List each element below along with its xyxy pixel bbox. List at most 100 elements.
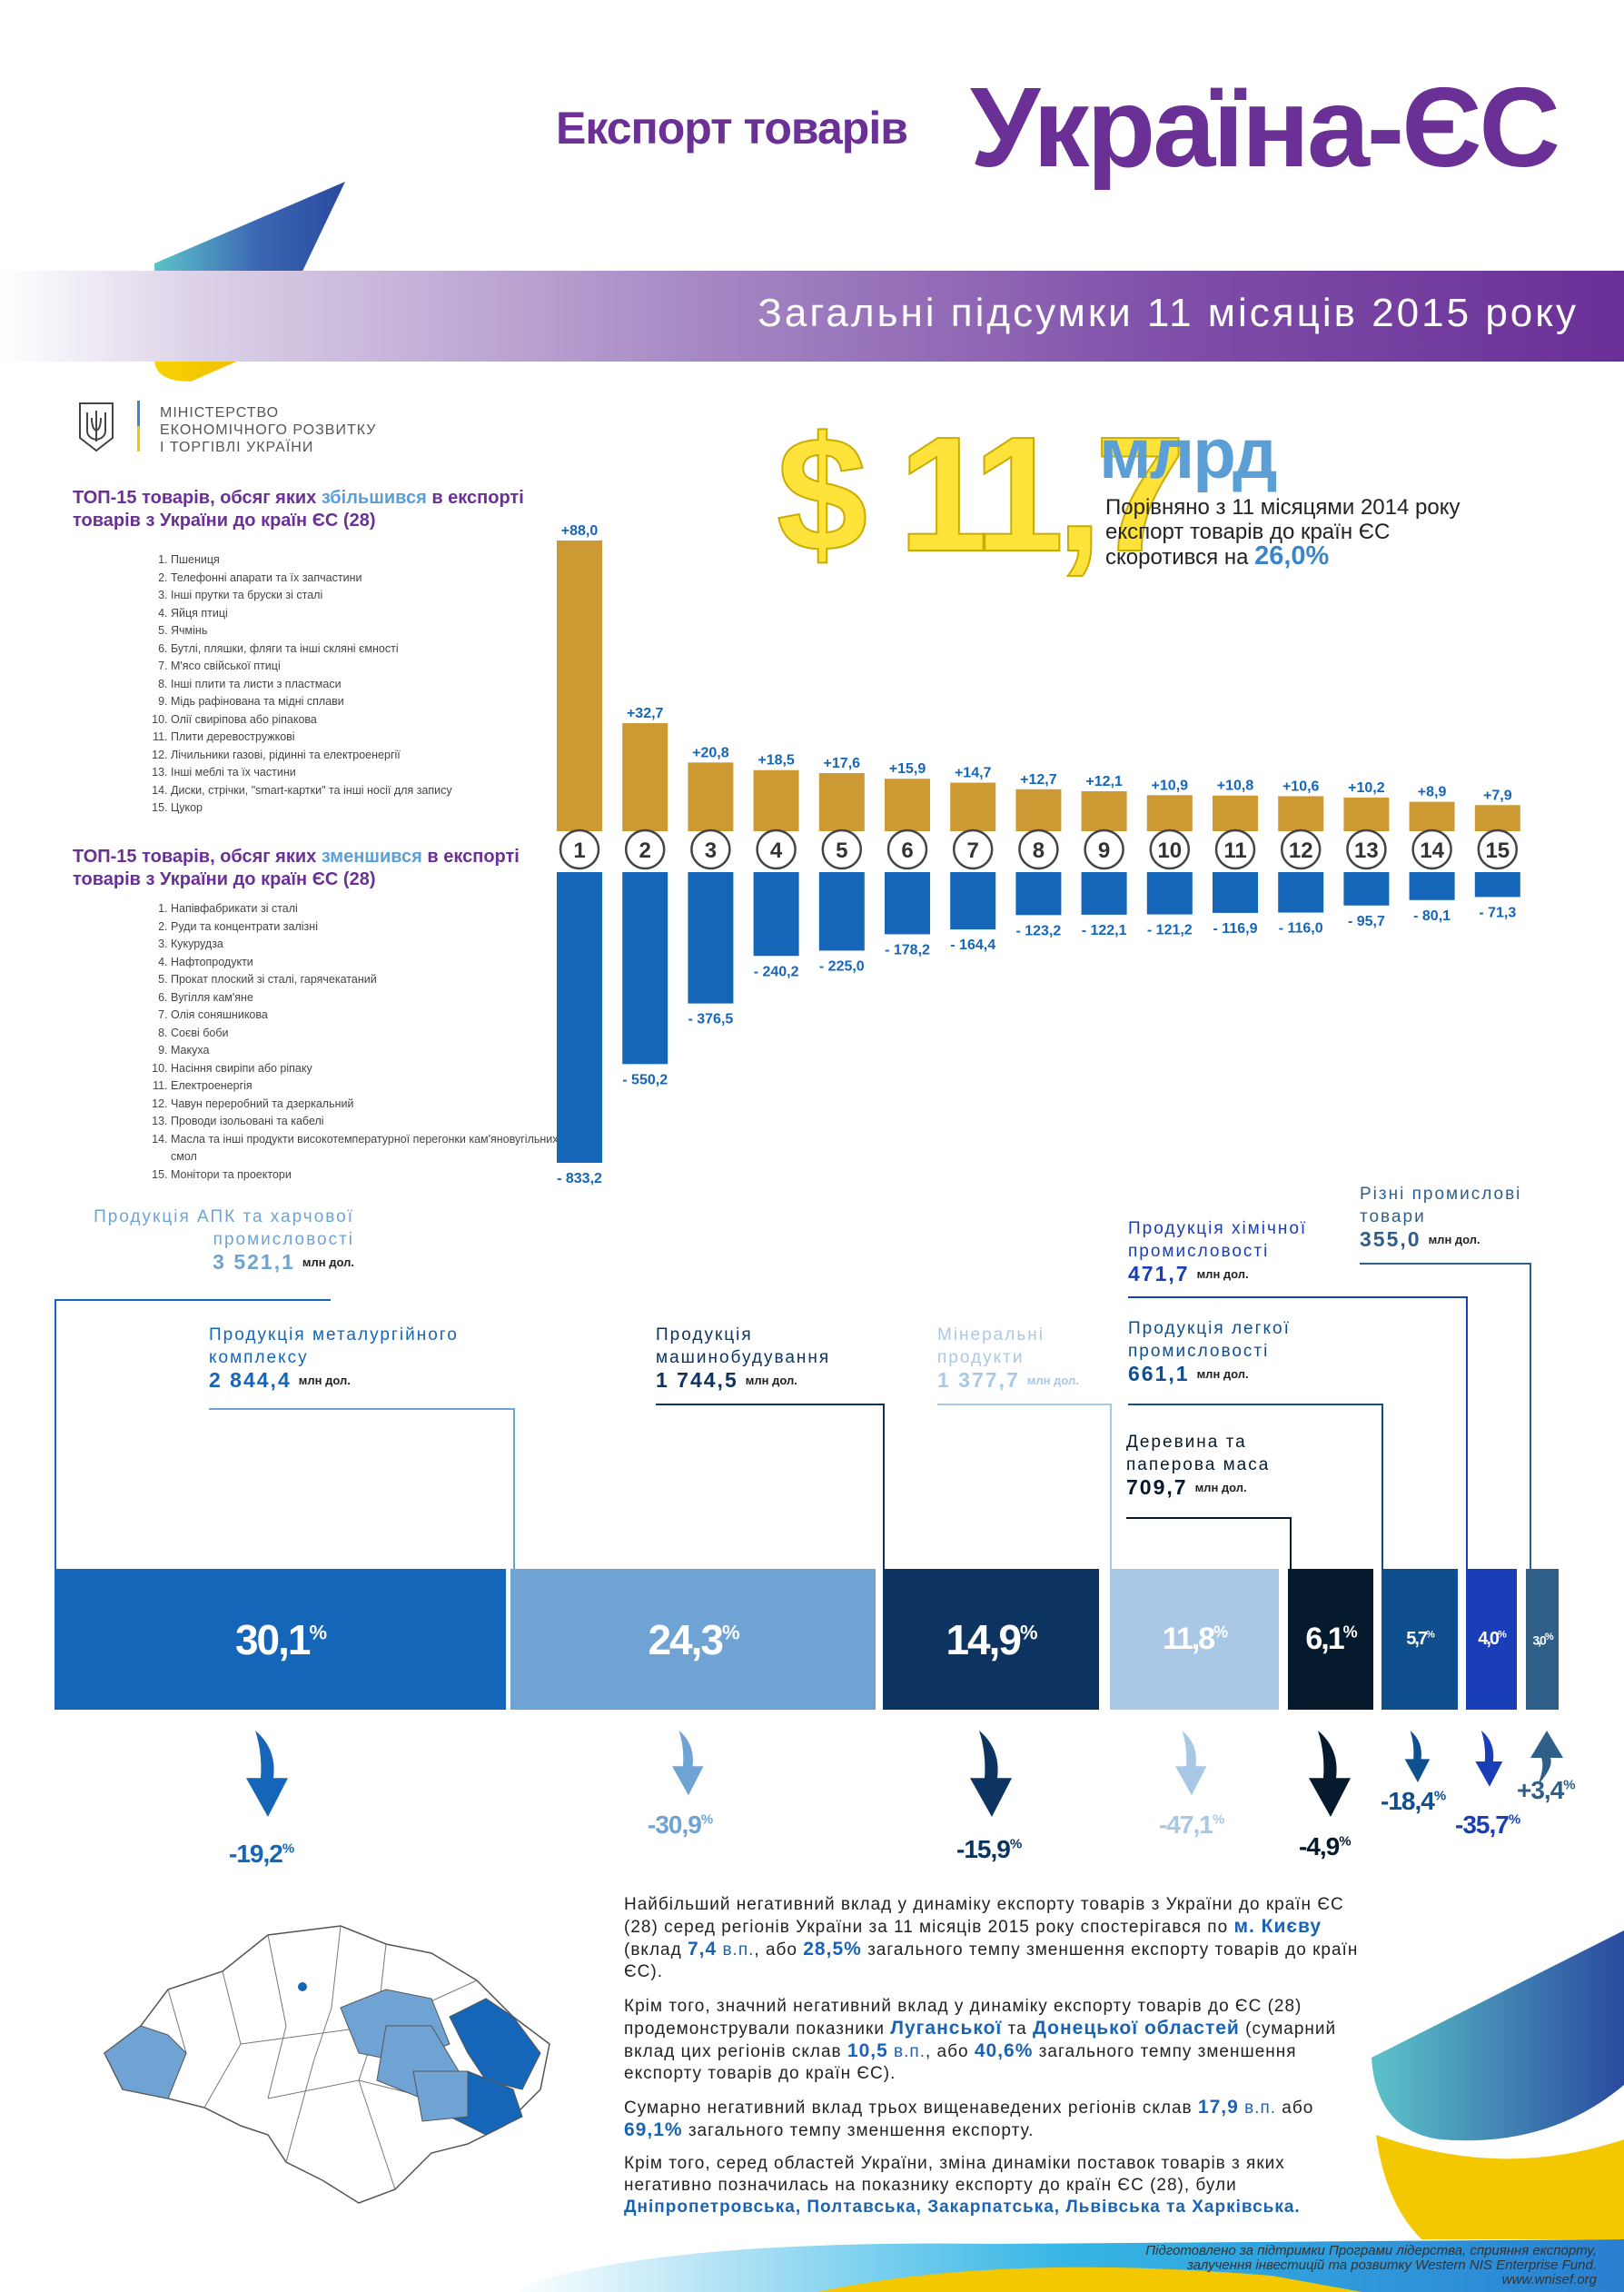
share-segment: 5,7%	[1381, 1569, 1458, 1710]
decreased-item: Макуха	[171, 1042, 561, 1060]
category-number: 4	[770, 838, 783, 863]
category-number-circle	[886, 828, 928, 870]
trident-icon	[79, 402, 114, 452]
decreased-goods-list: Напівфабрикати зі сталіРуди та концентра…	[154, 900, 561, 1184]
category-number-circle	[690, 828, 731, 870]
banner-bar	[0, 271, 1624, 362]
category-number-circle	[1346, 828, 1387, 870]
bar-decrease	[622, 872, 668, 1065]
category-number-circle	[1411, 828, 1452, 870]
bar-increase	[1474, 805, 1520, 831]
bar-decrease	[1409, 872, 1455, 900]
increased-item: М'ясо свійської птиці	[171, 658, 561, 676]
bar-increase-label: +32,7	[627, 706, 664, 721]
bar-decrease-label: - 121,2	[1147, 923, 1193, 938]
increased-item: Інші меблі та їх частини	[171, 764, 561, 782]
leader-line	[656, 1404, 885, 1571]
arrow-up-icon	[1530, 1731, 1563, 1785]
category-number: 15	[1485, 838, 1510, 863]
decreased-item: Монітори та проектори	[171, 1166, 561, 1185]
bar-decrease-label: - 164,4	[950, 938, 995, 953]
share-segment: 11,8%	[1110, 1569, 1279, 1710]
bar-increase-label: +20,8	[692, 745, 729, 760]
bar-increase	[1343, 797, 1390, 831]
bar-increase	[1081, 791, 1127, 831]
summary-amount: $ 11,7	[776, 403, 1187, 586]
category-number: 9	[1098, 838, 1110, 863]
category-label: Деревина та паперова маса 709,7 млн дол.	[1126, 1433, 1271, 1499]
category-number: 3	[705, 838, 717, 863]
category-label: Продукція АПК та харчової промисловості 3…	[94, 1207, 354, 1274]
bar-decrease-label: - 225,0	[819, 958, 865, 974]
leader-line	[937, 1404, 1112, 1571]
arrow-down-icon	[1175, 1731, 1207, 1796]
arrow-down-icon	[1309, 1731, 1351, 1817]
bar-increase	[818, 773, 865, 831]
change-value: -47,1%	[1159, 1811, 1224, 1839]
decreased-item: Масла та інші продукти високотемпературн…	[171, 1131, 561, 1166]
bar-increase	[557, 541, 602, 831]
bar-increase-label: +14,7	[955, 766, 992, 781]
bar-increase	[1213, 795, 1258, 831]
bar-increase-label: +12,7	[1020, 772, 1057, 788]
category-number: 2	[639, 838, 651, 863]
change-value: -4,9%	[1299, 1832, 1352, 1860]
category-label: Продукція металургійного комплексу 2 844,…	[209, 1325, 459, 1392]
category-number: 7	[967, 838, 979, 863]
decreased-item: Напівфабрикати зі сталі	[171, 900, 561, 918]
decreased-item: Насіння свиріпи або ріпаку	[171, 1060, 561, 1078]
bar-increase	[950, 782, 996, 831]
increased-item: Інші прутки та бруски зі сталі	[171, 587, 561, 605]
ukraine-map	[104, 1925, 550, 2204]
bar-decrease	[688, 872, 734, 1004]
bar-increase	[622, 723, 668, 831]
leader-line	[1360, 1263, 1531, 1571]
category-label: Різні промислові товари 355,0 млн дол.	[1360, 1185, 1522, 1251]
bottom-wave	[509, 2239, 1624, 2292]
bar-increase-label: +8,9	[1418, 785, 1447, 800]
bar-decrease-label: - 240,2	[754, 964, 799, 979]
category-label: Продукція хімічної промисловості 471,7 млн…	[1128, 1219, 1308, 1285]
decreased-item: Кукурудза	[171, 936, 561, 954]
paragraph-three-regions: Сумарно негативний вклад трьох вищенавед…	[624, 2097, 1314, 2140]
bar-decrease	[1474, 872, 1520, 898]
decreased-item: Проводи ізольовані та кабелі	[171, 1113, 561, 1131]
category-number-circle	[1477, 828, 1519, 870]
decreased-item: Чавун переробний та дзеркальний	[171, 1096, 561, 1114]
share-segment: 24,3%	[510, 1569, 876, 1710]
bar-increase	[753, 769, 799, 831]
bar-increase-label: +88,0	[561, 523, 599, 539]
summary-comparison: Порівняно з 11 місяцями 2014 року експор…	[1105, 495, 1461, 571]
bar-decrease	[1343, 872, 1390, 906]
heading-increased: ТОП-15 товарів, обсяг яких збільшився в …	[73, 488, 524, 531]
increased-item: Пшениця	[171, 551, 561, 570]
bar-decrease-label: - 71,3	[1479, 905, 1516, 920]
change-value: -18,4%	[1381, 1787, 1446, 1815]
increased-item: Бутлі, пляшки, фляги та інші скляні ємно…	[171, 640, 561, 659]
bar-decrease-label: - 178,2	[885, 942, 930, 957]
bar-increase	[885, 779, 930, 831]
arrow-down-icon	[1404, 1731, 1431, 1782]
bar-increase	[1015, 789, 1062, 831]
category-number-circle	[1280, 828, 1322, 870]
category-number: 14	[1420, 838, 1444, 863]
increased-item: Яйця птиці	[171, 605, 561, 623]
bar-increase-label: +17,6	[824, 756, 861, 771]
bar-decrease-label: - 80,1	[1413, 908, 1451, 924]
bar-decrease-label: - 376,5	[688, 1012, 733, 1027]
bar-increase	[1146, 795, 1193, 831]
bar-decrease-label: - 833,2	[557, 1171, 602, 1186]
leader-line	[209, 1408, 515, 1571]
paragraph-luhansk-donetsk: Крім того, значний негативний вклад у ди…	[624, 1997, 1337, 2083]
category-number: 5	[836, 838, 847, 863]
leader-line	[1128, 1296, 1468, 1571]
category-number-circle	[756, 828, 797, 870]
category-number-circle	[1018, 828, 1059, 870]
change-value: -15,9%	[956, 1835, 1022, 1863]
share-segment: 14,9%	[883, 1569, 1099, 1710]
bar-decrease-label: - 95,7	[1348, 914, 1385, 929]
change-value: -30,9%	[648, 1811, 713, 1839]
change-value: +3,4%	[1517, 1776, 1576, 1804]
category-number: 12	[1289, 838, 1313, 863]
bar-increase	[688, 762, 734, 831]
